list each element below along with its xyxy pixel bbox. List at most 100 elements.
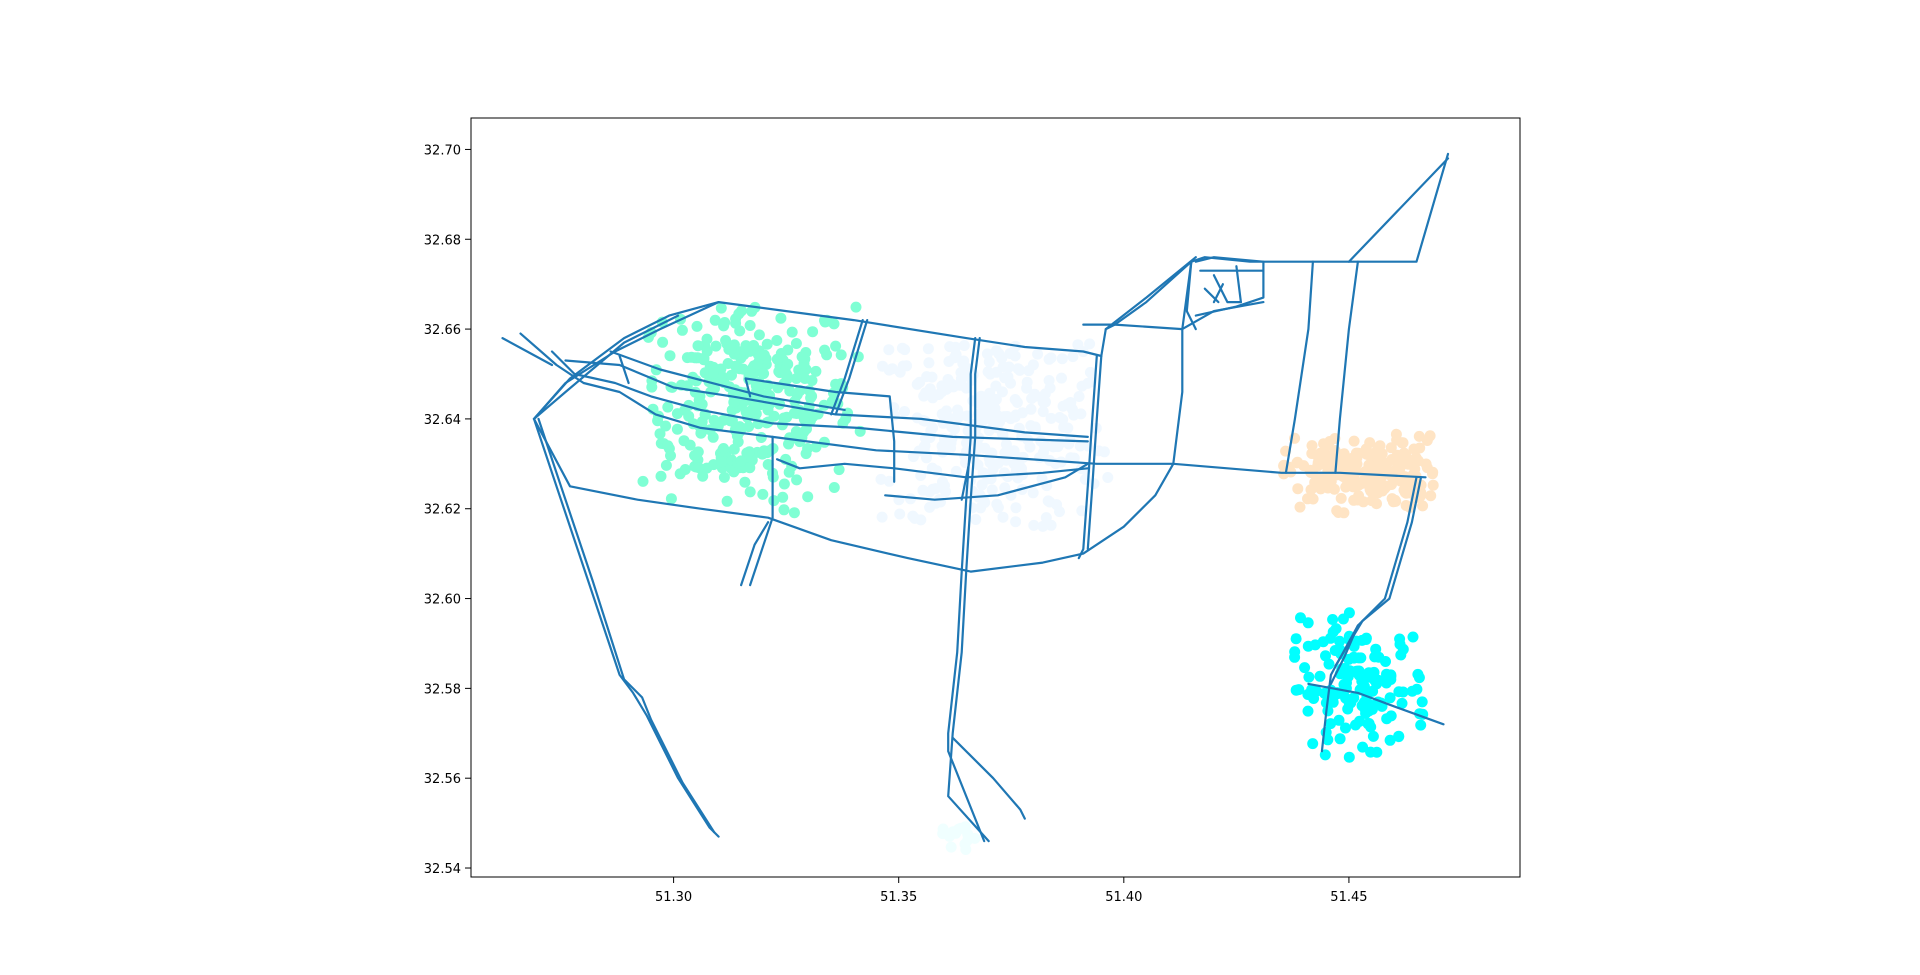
cluster-0-point — [779, 365, 791, 377]
cluster-0-point — [828, 482, 840, 493]
cluster-1-point — [1010, 502, 1022, 514]
cluster-1-point — [924, 383, 936, 395]
cluster-3-point — [1320, 650, 1331, 662]
cluster-0-point — [726, 369, 737, 381]
road-segment-14 — [744, 377, 896, 483]
cluster-0-point — [665, 450, 676, 462]
cluster-2-point — [1394, 451, 1406, 463]
cluster-0-point — [741, 447, 753, 459]
cluster-1-point — [1044, 496, 1056, 508]
cluster-0-point — [693, 462, 705, 474]
cluster-3-point — [1343, 751, 1355, 763]
cluster-2-point — [1335, 492, 1347, 504]
cluster-0-point — [728, 396, 740, 408]
cluster-0-point — [810, 365, 822, 377]
cluster-2-point — [1417, 500, 1429, 512]
road-segment-10 — [618, 354, 630, 385]
cluster-0-point — [757, 488, 769, 500]
cluster-0-point — [671, 423, 683, 435]
cluster-3-point — [1396, 697, 1408, 709]
cluster-1-point — [954, 379, 966, 391]
cluster-3-point — [1319, 749, 1331, 761]
cluster-0-point — [660, 459, 672, 471]
cluster-3-point — [1333, 714, 1345, 726]
cluster-0-point — [850, 301, 862, 313]
cluster-3-point — [1411, 683, 1423, 695]
cluster-0-point — [807, 326, 819, 338]
cluster-0-point — [733, 308, 745, 320]
road-segment-21 — [947, 337, 990, 843]
cluster-3-point — [1302, 705, 1314, 717]
cluster-2-point — [1421, 462, 1433, 474]
cluster-0-point — [744, 462, 756, 474]
cluster-1-point — [949, 352, 960, 364]
cluster-1-point — [1040, 441, 1052, 453]
cluster-1-point — [970, 514, 982, 525]
cluster-3-point — [1348, 652, 1360, 664]
cluster-3-point — [1395, 649, 1407, 661]
cluster-3-point — [1307, 738, 1319, 750]
cluster-1-point — [1030, 390, 1042, 402]
cluster-1-point — [1014, 364, 1026, 376]
cluster-3-point — [1340, 692, 1352, 704]
cluster-2-point — [1413, 430, 1425, 442]
cluster-3-point — [1358, 696, 1370, 708]
cluster-0-point — [728, 466, 740, 478]
cluster-1-point — [1039, 388, 1051, 400]
cluster-2-point — [1298, 460, 1310, 472]
road-segment-19 — [884, 462, 1089, 501]
cluster-0-point — [718, 443, 729, 454]
road-lines — [501, 152, 1450, 843]
x-tick-label: 51.35 — [880, 890, 917, 905]
cluster-2-point — [1389, 467, 1401, 479]
cluster-1-point — [1052, 441, 1064, 453]
y-tick-label: 32.62 — [424, 503, 461, 518]
cluster-1-point — [972, 459, 984, 471]
cluster-1-point — [905, 493, 916, 505]
cluster-0-point — [735, 455, 747, 467]
cluster-1-point — [980, 398, 992, 410]
cluster-0-point — [676, 324, 688, 336]
cluster-2-point — [1294, 501, 1306, 513]
y-tick-label: 32.58 — [424, 682, 461, 697]
cluster-1-point — [1045, 412, 1057, 424]
cluster-2-point — [1387, 496, 1399, 508]
cluster-1-point — [1058, 421, 1070, 433]
cluster-3-point — [1367, 730, 1379, 742]
cluster-1-point — [986, 484, 998, 496]
road-segment-30 — [1194, 256, 1265, 317]
cluster-0-point — [699, 367, 711, 379]
cluster-0-point — [728, 443, 740, 455]
cluster-0-point — [833, 464, 845, 476]
road-segment-24 — [1077, 354, 1098, 560]
y-tick-label: 32.64 — [424, 413, 461, 428]
road-segment-5 — [532, 417, 720, 838]
cluster-0-point — [830, 340, 842, 352]
cluster-2-point — [1364, 437, 1376, 449]
road-segment-28 — [1104, 256, 1197, 331]
cluster-3-point — [1370, 643, 1382, 655]
cluster-1-point — [1010, 409, 1022, 421]
x-tick-label: 51.40 — [1105, 890, 1142, 905]
cluster-3-point — [1350, 719, 1361, 731]
cluster-0-point — [818, 399, 830, 411]
cluster-1-point — [1023, 365, 1035, 377]
cluster-1-point — [1067, 351, 1079, 363]
cluster-2-point — [1322, 439, 1334, 451]
cluster-0-point — [739, 476, 751, 488]
road-segment-6 — [537, 417, 716, 834]
road-segment-4 — [532, 260, 1193, 573]
cluster-0-point — [835, 349, 847, 361]
cluster-1-point — [966, 502, 978, 514]
cluster-0-point — [786, 326, 798, 338]
cluster-1-point — [975, 502, 987, 514]
cluster-1-point — [1056, 372, 1067, 384]
cluster-3-point — [1371, 746, 1383, 758]
cluster-0-point — [744, 486, 756, 498]
cluster-0-point — [768, 495, 780, 507]
cluster-0-point — [783, 438, 794, 450]
cluster-0-point — [664, 350, 676, 362]
cluster-1-point — [952, 404, 963, 416]
cluster-3-point — [1371, 678, 1383, 690]
